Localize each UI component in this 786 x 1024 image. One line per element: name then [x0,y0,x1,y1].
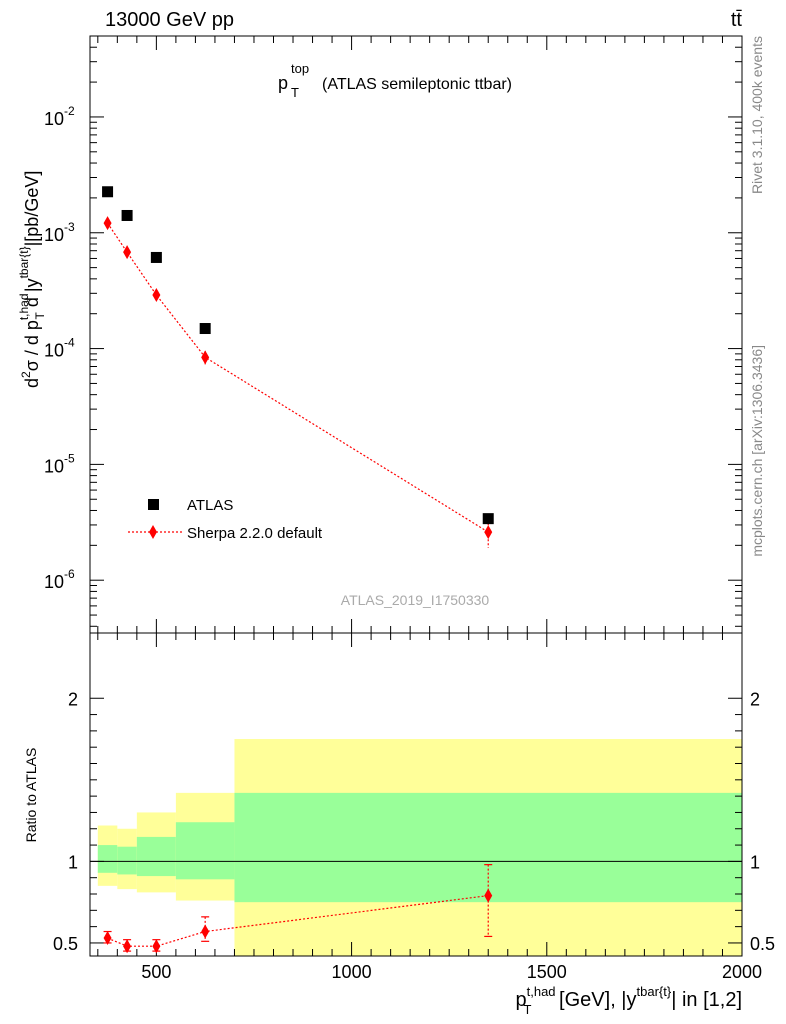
main-ytick-labels: 10-210-310-410-510-6 [44,104,75,592]
ratio-ytick-label-right: 2 [750,689,760,709]
ratio-ytick-label-left: 2 [68,689,78,709]
main-ticks [90,35,743,633]
main-ytick-label: 10 [44,109,64,129]
main-panel: 10-210-310-410-510-6 p top T (ATLAS semi… [17,35,743,634]
ratio-ytick-label-right: 1 [750,852,760,872]
ratio-band-inner [234,792,743,903]
ratio-panel: 2 2 1 1 0.5 0.5 500 1000 1500 2000 Ratio to ATLA… [23,632,775,982]
plot-title: p [278,73,288,93]
main-ytick-label: 10 [44,572,64,592]
main-ytick-exponent: -5 [64,451,75,465]
main-ytick-label: 10 [44,456,64,476]
main-ytick-label: 10 [44,225,64,245]
legend-mc-marker [149,525,157,539]
legend-data-label: ATLAS [187,497,233,514]
plot-title-p: p [278,73,288,93]
main-ytick-exponent: -3 [64,220,75,234]
mc-point-main [103,216,112,231]
main-ytick-exponent: -4 [64,336,75,350]
mc-point-ratio [152,939,161,954]
data-point-main [102,186,114,198]
header-right: tt̄ [731,9,743,31]
main-ylabel: d2σ / d pt,had T d |ytbar{t}|[pb/GeV] [17,171,47,388]
mc-point-ratio [201,924,210,939]
ratio-ytick-label-right: 0.5 [750,934,775,954]
legend: ATLAS Sherpa 2.2.0 default [128,497,323,542]
ratio-band-inner [117,846,137,875]
xtick-label: 500 [141,962,171,982]
main-ytick-label: 10 [44,341,64,361]
mc-point-ratio [484,888,493,903]
header-left: 13000 GeV pp [105,9,234,31]
mc-point-main [123,245,132,260]
main-ytick-exponent: -6 [64,567,75,581]
xtick-label: 2000 [722,962,762,982]
plot-title-sub: T [291,85,299,100]
data-series-main [102,186,494,525]
legend-mc-label: Sherpa 2.2.0 default [187,525,323,542]
mc-series-ratio [103,864,493,954]
mc-point-ratio [123,939,132,954]
ratio-ytick-labels: 2 2 1 1 0.5 0.5 [53,689,775,954]
site-label: mcplots.cern.ch [arXiv:1306.3436] [749,345,765,557]
plot-title-sup: top [291,61,309,76]
ratio-ytick-label-left: 0.5 [53,934,78,954]
mc-point-main [201,350,210,365]
ratio-band-inner [136,836,176,877]
ratio-band-inner [97,845,118,873]
ratio-band-inner [175,822,235,880]
data-point-main [199,323,211,335]
ratio-frame [89,632,743,957]
ratio-xtick-labels: 500 1000 1500 2000 [141,962,762,982]
xtick-label: 1500 [527,962,567,982]
data-point-main [121,209,133,221]
mc-line-main [107,222,489,533]
ratio-bands [97,739,743,956]
legend-data-marker [148,499,159,510]
main-ytick-exponent: -2 [64,104,75,118]
mc-line-ratio [107,895,489,947]
plot-title-rest: (ATLAS semileptonic ttbar) [322,76,512,93]
ratio-ylabel: Ratio to ATLAS [23,748,39,843]
ratio-ticks [90,633,743,956]
mc-point-main [484,525,493,540]
data-point-main [482,513,494,525]
xlabel: pt,had T [GeV], |ytbar{t}| in [1,2] [516,984,743,1017]
mc-series-main [103,216,493,548]
xtick-label: 1000 [332,962,372,982]
data-point-main [150,251,162,263]
mc-point-main [152,288,161,303]
main-ylabel-text: d2σ / d pt,had T d |ytbar{t}|[pb/GeV] [17,171,47,388]
rivet-label: Rivet 3.1.10, 400k events [749,36,765,194]
ratio-ytick-label-left: 1 [68,852,78,872]
analysis-id: ATLAS_2019_I1750330 [341,592,490,608]
mc-point-ratio [103,931,112,946]
